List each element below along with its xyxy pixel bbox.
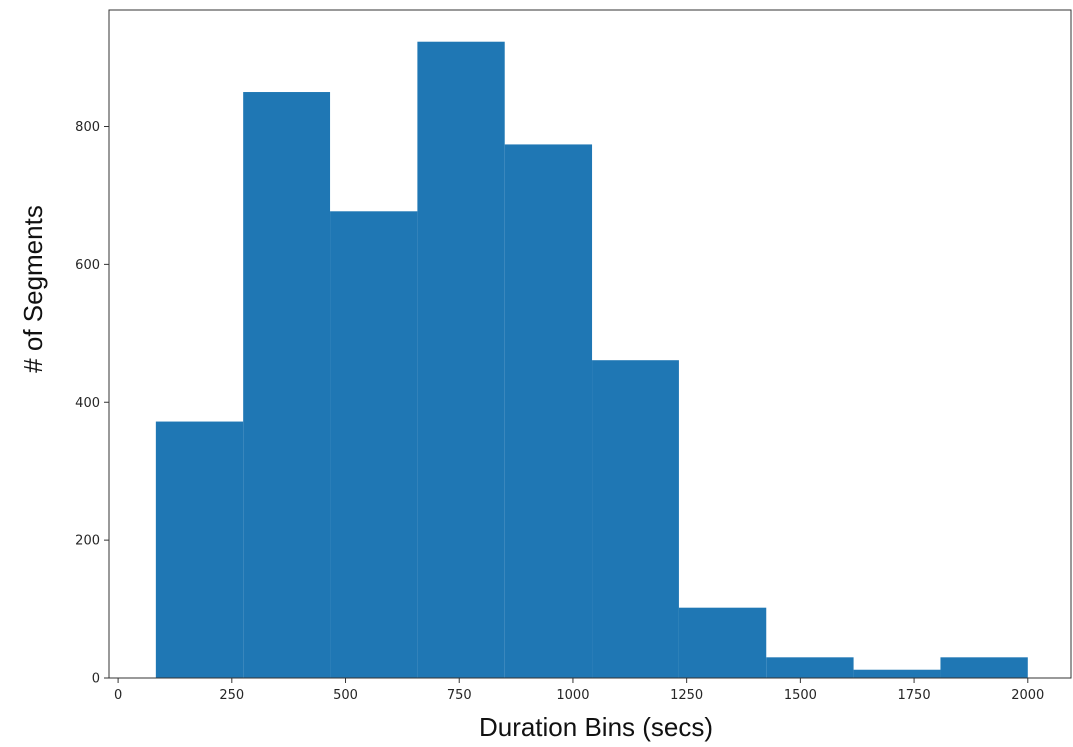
histogram-bar [155,421,244,678]
histogram-bar [766,657,854,678]
x-tick-label: 500 [333,688,358,703]
x-tick-label: 1500 [784,688,817,703]
y-tick-label: 600 [75,258,100,273]
x-tick-label: 250 [219,688,244,703]
histogram-bar [504,144,593,678]
y-tick-label: 200 [75,534,100,549]
bars-group [155,41,1028,678]
histogram-bar [678,607,767,678]
x-tick-label: 1750 [898,688,931,703]
plot-frame [108,9,1072,679]
y-axis-label: # of Segments [18,205,48,373]
histogram-bar [417,41,505,678]
histogram-bar [592,360,679,678]
histogram-bar [330,211,418,678]
histogram-bar [940,657,1028,678]
x-tick-label: 2000 [1011,688,1044,703]
histogram-bar [243,92,331,678]
y-tick-label: 800 [75,120,100,135]
x-tick-label: 1000 [556,688,589,703]
x-tick-label: 1250 [670,688,703,703]
x-axis-ticks: 0 250 500 750 1000 1250 1500 1750 2000 [114,678,1044,703]
y-tick-label: 0 [92,672,100,687]
x-tick-label: 0 [114,688,122,703]
histogram-bar [853,669,941,678]
x-tick-label: 750 [447,688,472,703]
y-tick-label: 400 [75,396,100,411]
x-axis-label: Duration Bins (secs) [479,712,713,742]
y-axis-ticks: 0 200 400 600 800 [75,120,109,687]
